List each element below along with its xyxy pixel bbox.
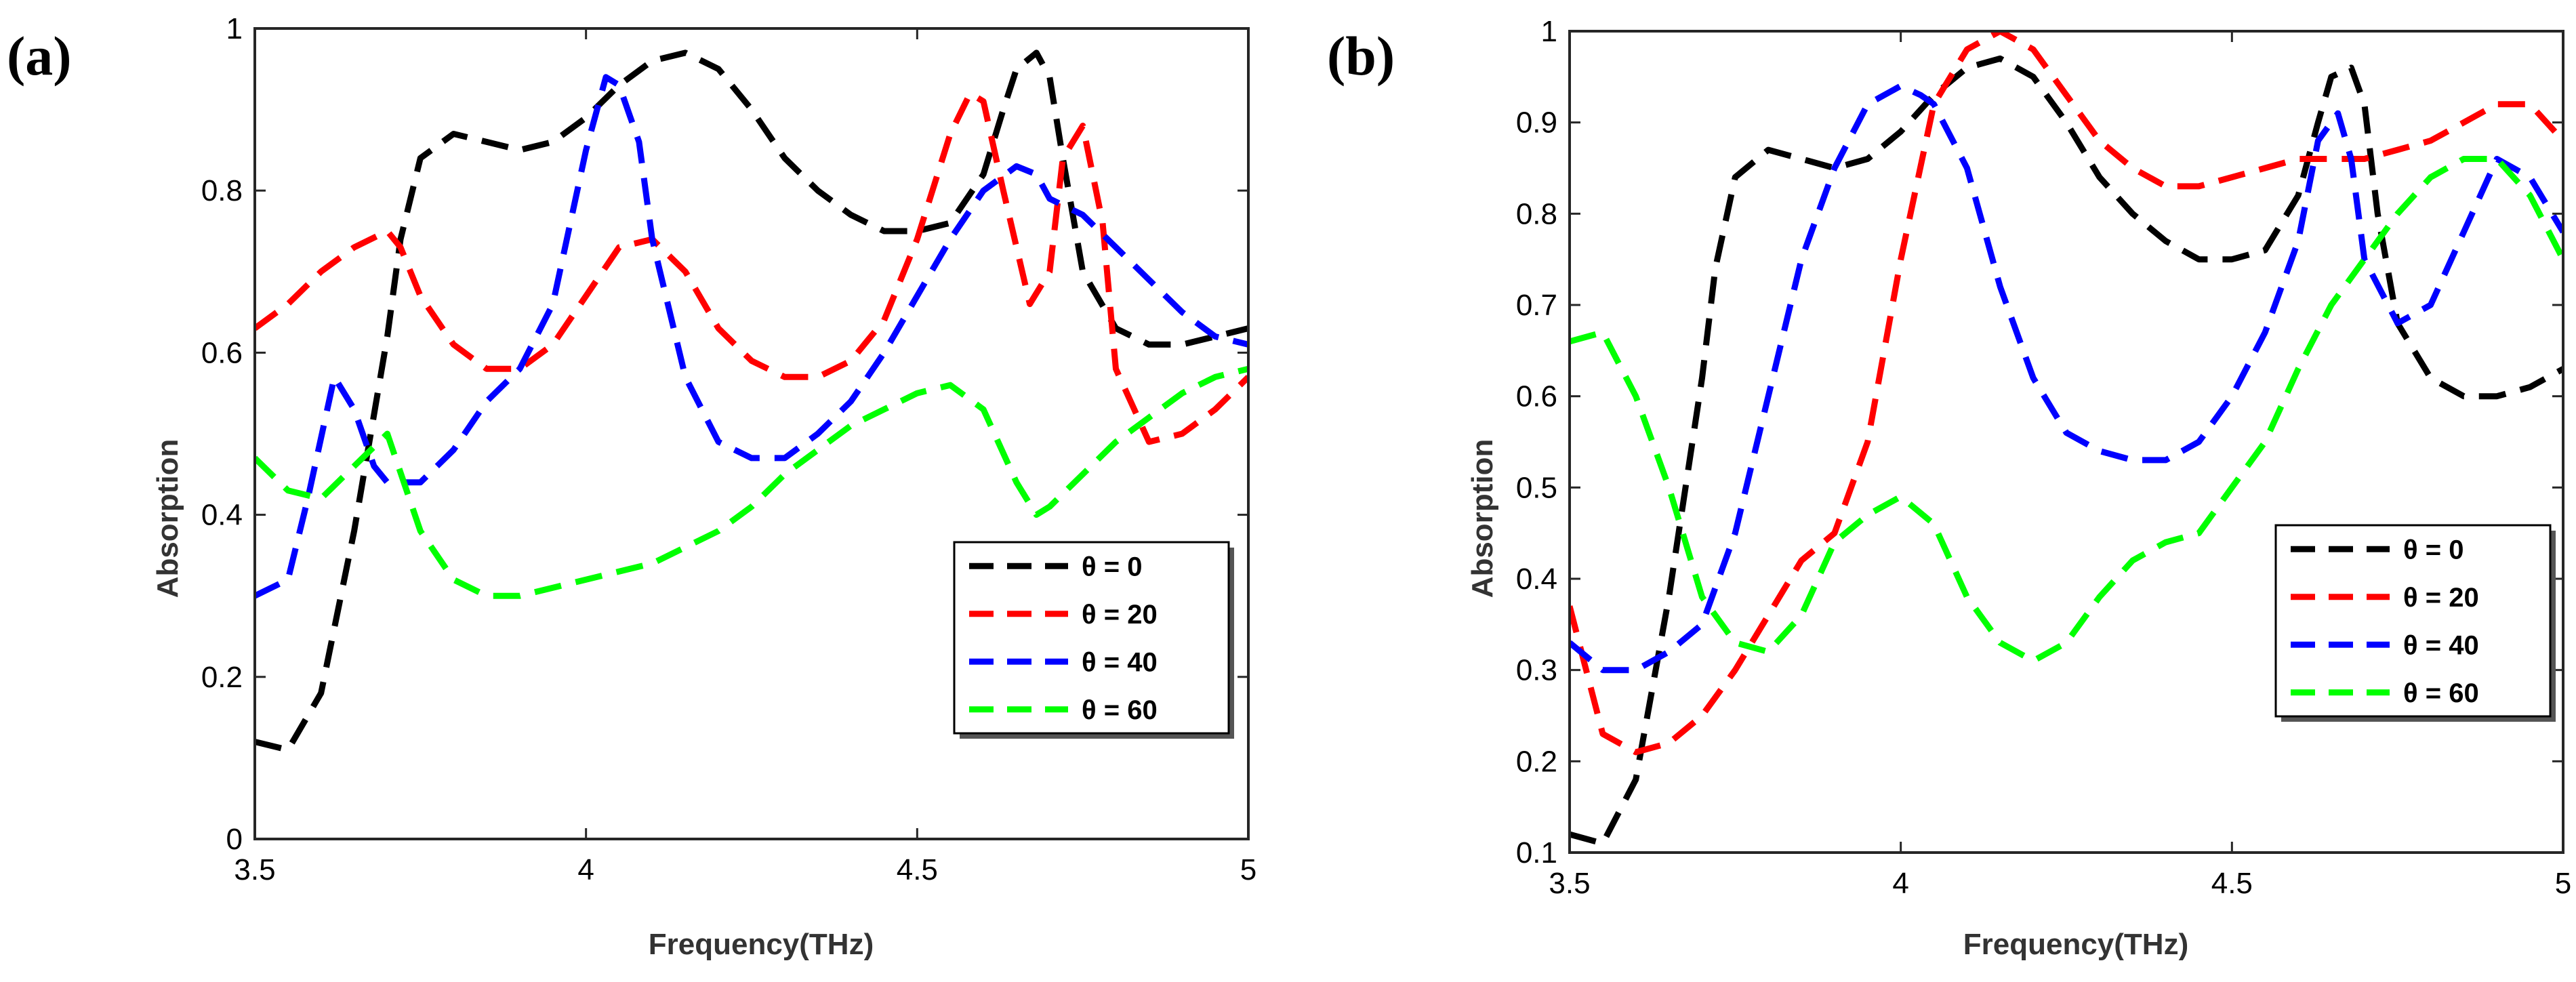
- legend-label-theta-20: θ = 20: [1082, 600, 1158, 630]
- legend-label-theta-40: θ = 40: [1082, 647, 1158, 677]
- y-tick-label: 0.4: [1516, 562, 1557, 596]
- series-line-theta-40: [1570, 83, 2563, 674]
- series-line-theta-20: [1570, 31, 2563, 756]
- y-tick-label: 0.4: [201, 499, 243, 532]
- legend: θ = 0 θ = 20 θ = 40 θ = 60: [2274, 524, 2556, 722]
- plot-area: 3.5 4 4.5 500.20.40.60.81θ = 0θ = 20θ = 40θ…: [201, 12, 1256, 886]
- series-line-theta-20: [255, 90, 1248, 445]
- x-tick-label: 4.5: [2211, 867, 2253, 900]
- y-tick-label: 0.2: [201, 661, 243, 694]
- x-tick-label: 3.5: [1549, 867, 1590, 900]
- y-tick-label: 0.9: [1516, 106, 1557, 140]
- y-axis-label: Absorption: [1466, 439, 1499, 598]
- y-tick-label: 0: [226, 823, 243, 856]
- series-line-theta-40: [255, 74, 1248, 599]
- x-tick-label: 4: [1892, 867, 1908, 900]
- legend-box: [2274, 524, 2552, 718]
- y-axis-label: Absorption: [151, 439, 184, 598]
- plot-area: 3.5 4 4.5 5 0.1 0.2 0.3 0.4 0.5 0.6 0.7 0.8 0.9 1 θ = …: [1516, 15, 2571, 900]
- series-line-theta-60: [255, 365, 1248, 599]
- y-tick-label: 1: [1541, 15, 1557, 48]
- x-tick-label: 4.5: [897, 853, 938, 886]
- legend-label-theta-0: θ = 0: [2403, 535, 2463, 565]
- y-tick-label: 1: [226, 12, 243, 45]
- legend-box: [953, 541, 1230, 735]
- x-tick-label: 5: [1240, 853, 1256, 886]
- y-tick-label: 0.5: [1516, 471, 1557, 504]
- legend: θ = 0 θ = 20 θ = 40 θ = 60: [953, 541, 1234, 739]
- panel-a: (a) Absorption Frequency(THz) 3.5 4 4.5 5 0 0…: [7, 12, 1256, 961]
- y-tick-label: 0.8: [201, 174, 243, 207]
- x-axis-label: Frequency(THz): [649, 928, 874, 961]
- x-tick-label: 4: [577, 853, 594, 886]
- series-line-theta-0: [1570, 55, 2563, 846]
- panel-label-a: (a): [7, 25, 72, 87]
- panel-b: (b) Absorption Frequency(THz) 3.5 4 4.5 5 0.…: [1327, 15, 2571, 961]
- x-tick-label: 3.5: [234, 853, 275, 886]
- legend-label-theta-0: θ = 0: [1082, 552, 1142, 581]
- legend-label-theta-20: θ = 20: [2403, 583, 2479, 613]
- panel-label-b: (b): [1327, 25, 1395, 87]
- legend-label-theta-40: θ = 40: [2403, 630, 2479, 660]
- axes-box: [253, 27, 1250, 840]
- y-tick-label: 0.6: [201, 336, 243, 369]
- y-tick-label: 0.8: [1516, 197, 1557, 230]
- x-axis-label: Frequency(THz): [1963, 928, 2188, 961]
- y-tick-label: 0.1: [1516, 836, 1557, 870]
- series-line-theta-60: [1570, 156, 2563, 664]
- y-tick-label: 0.3: [1516, 654, 1557, 687]
- y-tick-label: 0.7: [1516, 289, 1557, 322]
- series-line-theta-0: [255, 49, 1248, 753]
- legend-label-theta-60: θ = 60: [2403, 678, 2479, 708]
- x-tick-label: 5: [2555, 867, 2571, 900]
- legend-label-theta-60: θ = 60: [1082, 695, 1158, 725]
- y-tick-label: 0.2: [1516, 745, 1557, 778]
- axes-box: [1568, 30, 2564, 854]
- y-tick-label: 0.6: [1516, 380, 1557, 413]
